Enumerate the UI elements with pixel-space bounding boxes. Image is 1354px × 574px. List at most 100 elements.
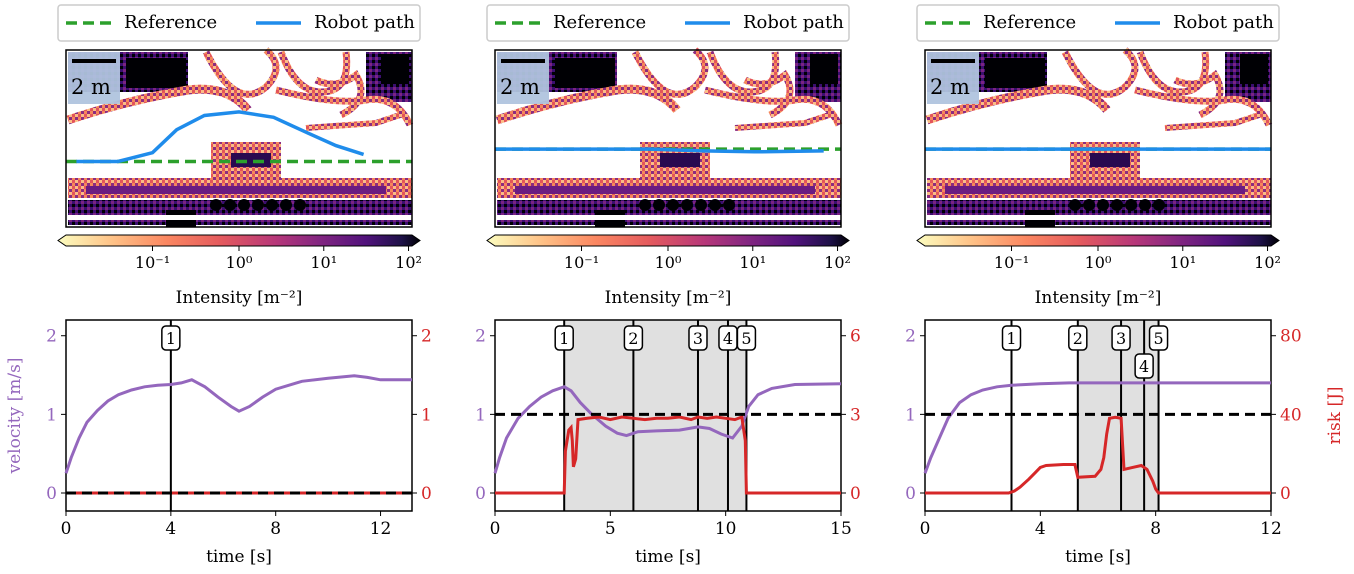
- map-frame: [494, 49, 842, 228]
- obstacle-curve: [631, 47, 709, 98]
- obstacle-curve: [305, 110, 407, 131]
- colorbar: 10⁻¹ 10⁰ 10¹ 10² Intensity [m⁻²]: [486, 234, 851, 308]
- obstacle-dot: [1139, 199, 1151, 211]
- obstacle-curve: [1134, 86, 1273, 127]
- intensity-map: [66, 47, 414, 227]
- right-y-tick-label: 80: [1280, 327, 1302, 347]
- event-marker-text: 1: [1006, 329, 1016, 348]
- obstacle: [555, 58, 615, 88]
- x-tick-label: 0: [920, 519, 931, 539]
- obstacle-dot: [224, 199, 236, 211]
- obstacle-curve: [706, 50, 780, 96]
- event-marker-box: [736, 325, 757, 351]
- colorbar-label: Intensity [m⁻²]: [1035, 288, 1162, 308]
- obstacle: [945, 186, 1245, 194]
- event-marker-text: 1: [166, 329, 176, 348]
- x-tick-label: 12: [370, 519, 392, 539]
- colorbar-tick-label: 10⁻¹: [564, 253, 599, 272]
- legend-reference-label: Reference: [124, 12, 217, 33]
- velocity-line: [64, 374, 412, 474]
- colorbar-label: Intensity [m⁻²]: [176, 288, 303, 308]
- map-frame: [65, 49, 413, 228]
- colorbar-tick-label: 10⁻¹: [135, 253, 170, 272]
- event-marker-label: 1: [554, 325, 574, 351]
- event-marker-label: 1: [161, 325, 181, 351]
- left-y-tick-label: 0: [475, 484, 486, 504]
- right-y-tick-label: 0: [421, 484, 432, 504]
- right-y-tick-label: 0: [1280, 484, 1291, 504]
- event-marker-label: 5: [736, 325, 757, 351]
- event-marker-box: [1111, 325, 1131, 351]
- event-marker-label: 2: [1068, 325, 1088, 351]
- legend-reference-label: Reference: [553, 12, 646, 33]
- gap: [497, 215, 841, 220]
- legend-frame: [486, 4, 850, 42]
- obstacle-dot: [252, 199, 264, 211]
- gap: [68, 215, 412, 220]
- event-marker-box: [1068, 325, 1088, 351]
- obstacle-dot: [695, 199, 707, 211]
- right-y-tick-label: 6: [850, 327, 861, 347]
- obstacle-curve: [66, 84, 252, 125]
- colorbar-bar: [57, 234, 421, 247]
- event-marker-label: 4: [1134, 353, 1154, 379]
- scale-bar: 2 m: [497, 52, 549, 104]
- obstacle: [86, 186, 386, 194]
- colorbar-label: Intensity [m⁻²]: [605, 288, 732, 308]
- obstacle-curve: [202, 47, 280, 98]
- x-tick-label: 15: [830, 519, 852, 539]
- x-tick-label: 0: [490, 519, 501, 539]
- obstacle-dot: [639, 199, 651, 211]
- obstacle-dot: [210, 199, 222, 211]
- risk-line: [495, 414, 841, 495]
- left-y-tick-label: 0: [905, 484, 916, 504]
- obstacle: [381, 54, 409, 84]
- obstacle: [231, 153, 271, 167]
- colorbar-tick-label: 10¹: [310, 253, 337, 272]
- event-marker-text: 4: [723, 329, 733, 348]
- legend-frame: [916, 4, 1280, 42]
- event-marker-box: [688, 325, 708, 351]
- legend-robot-path-label: Robot path: [314, 12, 415, 33]
- colorbar-tick-label: 10⁰: [1085, 253, 1112, 272]
- colorbar: 10⁻¹ 10⁰ 10¹ 10² Intensity [m⁻²]: [57, 234, 422, 308]
- colorbar: 10⁻¹ 10⁰ 10¹ 10² Intensity [m⁻²]: [916, 234, 1281, 308]
- scale-bar: 2 m: [68, 52, 120, 104]
- obstacle: [810, 54, 838, 84]
- obstacle-dot: [1153, 199, 1165, 211]
- map-panel-left: Reference Robot path 2 m 10⁻¹ 10⁰ 10¹ 10² Inten…: [57, 4, 422, 308]
- obstacle: [126, 58, 186, 88]
- colorbar-tick-label: 10²: [395, 253, 422, 272]
- event-marker-text: 5: [741, 329, 751, 348]
- legend: Reference Robot path: [916, 4, 1280, 42]
- legend-reference-label: Reference: [983, 12, 1076, 33]
- obstacle: [515, 186, 815, 194]
- map-panel-middle: Reference Robot path 2 m 10⁻¹ 10⁰ 10¹ 10² Inten…: [486, 4, 851, 308]
- left-y-tick-label: 1: [905, 405, 916, 425]
- x-axis-label: time [s]: [206, 547, 272, 567]
- robot-path-line: [76, 110, 365, 164]
- obstacle-curve: [1061, 47, 1139, 98]
- legend: Reference Robot path: [57, 4, 421, 42]
- event-marker-label: 3: [688, 325, 708, 351]
- obstacle-curve: [1173, 69, 1224, 119]
- event-marker-label: 2: [623, 325, 644, 351]
- event-marker-box: [1148, 325, 1169, 351]
- legend-robot-path-label: Robot path: [1173, 12, 1274, 33]
- obstacle-curve: [1136, 50, 1210, 96]
- x-tick-label: 12: [1260, 519, 1282, 539]
- left-y-tick-label: 1: [475, 405, 486, 425]
- event-marker-text: 3: [693, 329, 703, 348]
- colorbar-tick-label: 10⁰: [655, 253, 682, 272]
- event-marker-label: 4: [718, 325, 738, 351]
- obstacle-curve: [275, 86, 414, 127]
- obstacle-dot: [266, 199, 278, 211]
- obstacle-dot: [238, 199, 250, 211]
- obstacle-dot: [280, 199, 292, 211]
- obstacle-curve: [277, 50, 351, 96]
- legend-robot-path-label: Robot path: [743, 12, 844, 33]
- event-marker-label: 1: [1001, 325, 1022, 351]
- robot-path-line: [495, 147, 824, 154]
